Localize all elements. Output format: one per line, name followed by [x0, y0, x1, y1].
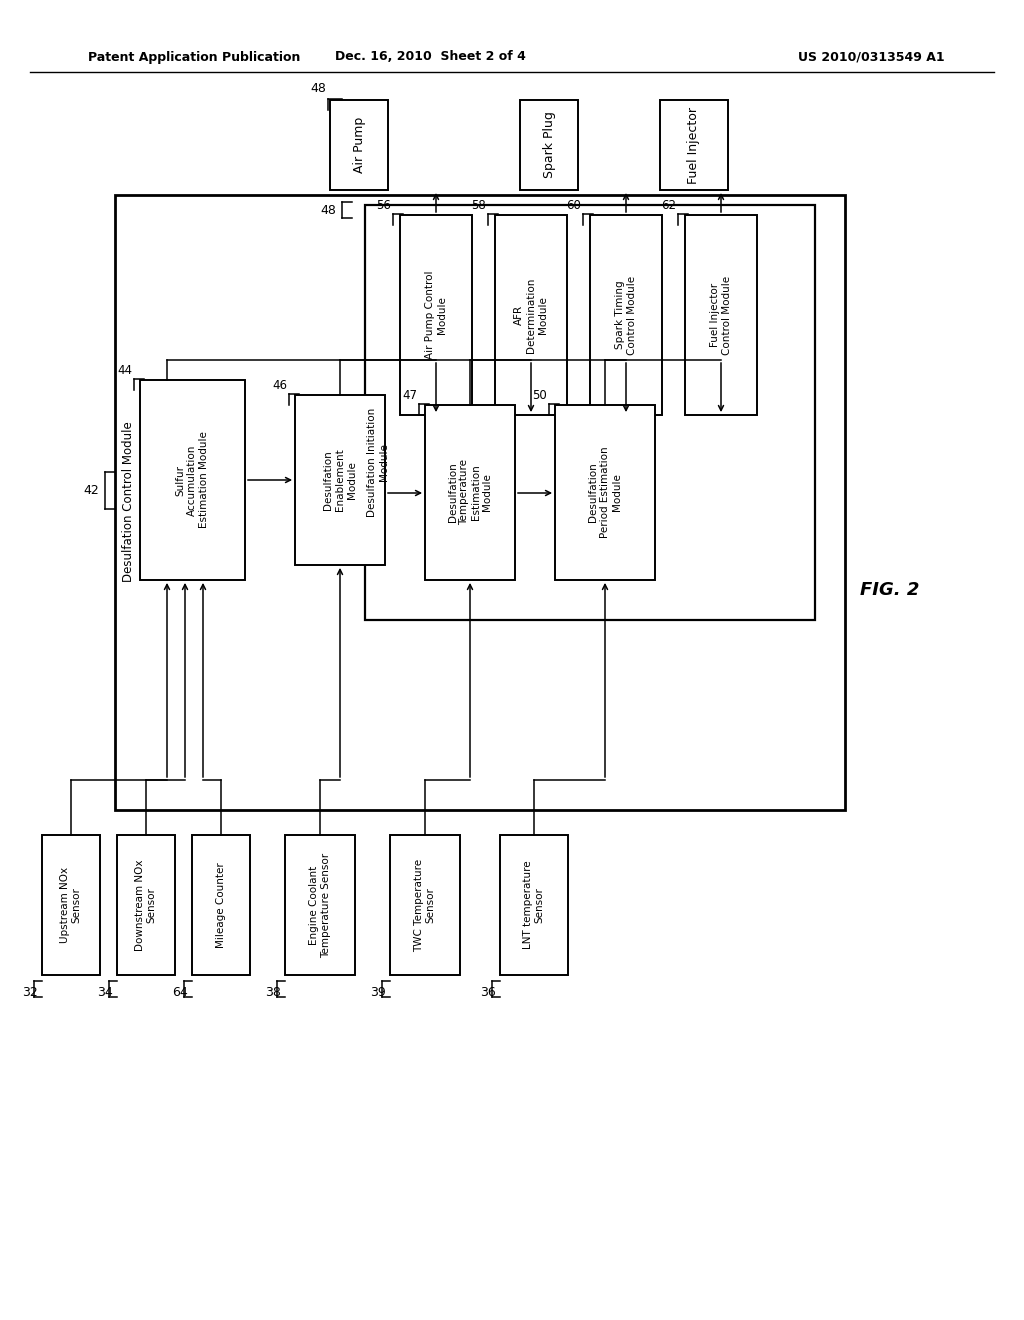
Text: Downstream NOx
Sensor: Downstream NOx Sensor [135, 859, 157, 950]
Bar [590, 215, 662, 414]
Bar [365, 205, 815, 620]
Bar [495, 215, 567, 414]
Text: TWC Temperature
Sensor: TWC Temperature Sensor [414, 858, 436, 952]
Text: 58: 58 [471, 199, 486, 213]
Bar [117, 836, 175, 975]
Text: 48: 48 [321, 203, 336, 216]
Bar [400, 215, 472, 414]
Text: AFR
Determination
Module: AFR Determination Module [514, 277, 548, 352]
Text: Spark Plug: Spark Plug [543, 112, 555, 178]
Text: Fuel Injector: Fuel Injector [687, 107, 700, 183]
Text: Desulfation
Temperature
Estimation
Module: Desulfation Temperature Estimation Modul… [447, 459, 493, 525]
Text: Mileage Counter: Mileage Counter [216, 862, 226, 948]
Text: 48: 48 [310, 82, 326, 95]
Bar [42, 836, 100, 975]
Text: FIG. 2: FIG. 2 [860, 581, 920, 599]
Text: 50: 50 [532, 389, 547, 403]
Text: 42: 42 [83, 483, 99, 496]
Text: 34: 34 [97, 986, 113, 999]
Text: Upstream NOx
Sensor: Upstream NOx Sensor [60, 867, 82, 942]
Text: US 2010/0313549 A1: US 2010/0313549 A1 [799, 50, 945, 63]
Text: Air Pump: Air Pump [352, 117, 366, 173]
Text: 64: 64 [172, 986, 188, 999]
Text: 60: 60 [566, 199, 581, 213]
Text: Sulfur
Accumulation
Estimation Module: Sulfur Accumulation Estimation Module [175, 432, 209, 528]
Text: 32: 32 [23, 986, 38, 999]
Text: 62: 62 [662, 199, 676, 213]
Bar [425, 405, 515, 579]
Bar [285, 836, 355, 975]
Text: Dec. 16, 2010  Sheet 2 of 4: Dec. 16, 2010 Sheet 2 of 4 [335, 50, 525, 63]
Text: 47: 47 [402, 389, 417, 403]
Bar [390, 836, 460, 975]
Text: 56: 56 [376, 199, 391, 213]
Text: 46: 46 [272, 379, 287, 392]
Text: Air Pump Control
Module: Air Pump Control Module [425, 271, 446, 359]
Bar [115, 195, 845, 810]
Text: LNT temperature
Sensor: LNT temperature Sensor [523, 861, 545, 949]
Bar [685, 215, 757, 414]
Bar [520, 100, 578, 190]
Text: Patent Application Publication: Patent Application Publication [88, 50, 300, 63]
Text: Spark Timing
Control Module: Spark Timing Control Module [615, 276, 637, 355]
Text: Desulfation Control Module: Desulfation Control Module [122, 421, 134, 582]
Text: Desulfation
Enablement
Module: Desulfation Enablement Module [324, 449, 356, 511]
Bar [140, 380, 245, 579]
Text: Desulfation
Period Estimation
Module: Desulfation Period Estimation Module [589, 446, 622, 537]
Bar [295, 395, 385, 565]
Text: Fuel Injector
Control Module: Fuel Injector Control Module [711, 276, 732, 355]
Text: Engine Coolant
Temperature Sensor: Engine Coolant Temperature Sensor [309, 853, 331, 957]
Bar [660, 100, 728, 190]
Text: 39: 39 [371, 986, 386, 999]
Text: 36: 36 [480, 986, 496, 999]
Bar [193, 836, 250, 975]
Text: Desulfation Initiation
Module: Desulfation Initiation Module [368, 408, 389, 517]
Bar [555, 405, 655, 579]
Text: 38: 38 [265, 986, 281, 999]
Text: 44: 44 [117, 364, 132, 378]
Bar [500, 836, 568, 975]
Bar [330, 100, 388, 190]
